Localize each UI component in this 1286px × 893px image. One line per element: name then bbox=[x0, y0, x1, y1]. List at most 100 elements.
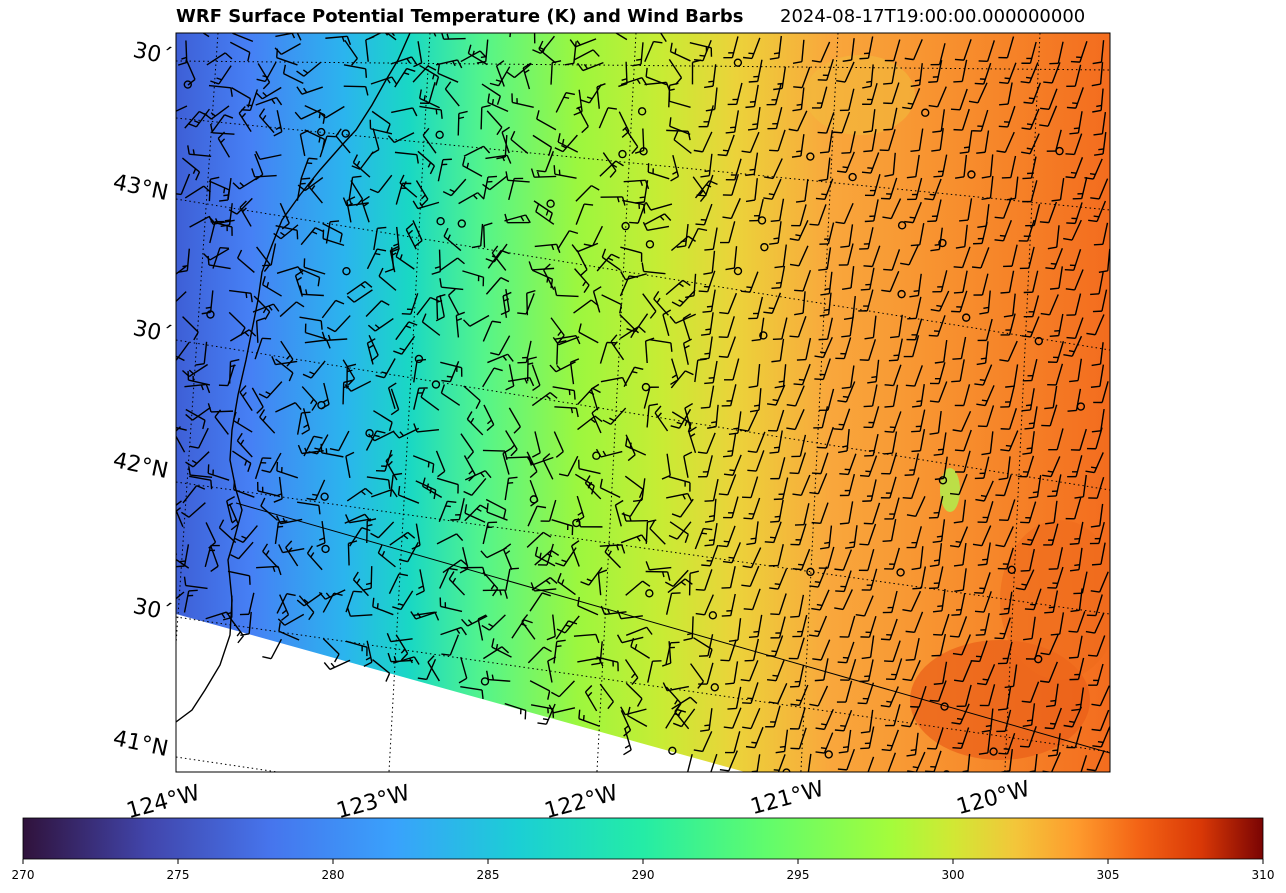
wind-barb bbox=[344, 380, 372, 392]
wind-barb bbox=[505, 171, 530, 183]
wind-barb bbox=[443, 227, 462, 252]
wind-barb bbox=[208, 176, 220, 202]
wind-barb bbox=[189, 427, 209, 449]
wind-barb bbox=[722, 198, 741, 220]
wind-barb bbox=[811, 502, 829, 525]
wind-barb bbox=[1022, 703, 1036, 727]
wind-barb bbox=[533, 200, 553, 222]
wind-barb bbox=[644, 337, 655, 364]
wind-barb bbox=[1045, 500, 1058, 525]
wind-barb bbox=[906, 732, 919, 757]
wind-barb bbox=[387, 382, 397, 410]
calm-wind-marker bbox=[637, 107, 647, 116]
wind-barb bbox=[573, 49, 600, 61]
wind-barb bbox=[366, 518, 377, 543]
wind-barb bbox=[597, 569, 608, 596]
wind-barb bbox=[698, 662, 714, 685]
wind-barb bbox=[255, 150, 282, 161]
wind-barb bbox=[1022, 431, 1035, 455]
wind-barb bbox=[767, 659, 785, 682]
wind-barb bbox=[929, 410, 942, 435]
wind-barb bbox=[1088, 200, 1107, 223]
wind-barb bbox=[809, 204, 827, 226]
wind-barb bbox=[528, 261, 555, 271]
wind-barb bbox=[774, 364, 787, 389]
wind-barb bbox=[649, 520, 666, 545]
wind-barb bbox=[1001, 155, 1017, 179]
wind-barb bbox=[610, 334, 625, 361]
wind-barb bbox=[932, 109, 946, 133]
wind-barb bbox=[573, 633, 600, 644]
wind-barb bbox=[366, 338, 376, 365]
wind-barb bbox=[276, 593, 296, 614]
wind-barb bbox=[790, 684, 809, 707]
wind-barb bbox=[812, 639, 831, 661]
wind-barb bbox=[833, 408, 851, 431]
wind-barb bbox=[599, 683, 614, 710]
wind-barb bbox=[793, 66, 811, 89]
wind-barb bbox=[462, 156, 483, 177]
wind-barb bbox=[228, 358, 240, 384]
wind-barb bbox=[1051, 177, 1065, 202]
wind-barb bbox=[176, 591, 185, 600]
wind-barb bbox=[911, 409, 926, 433]
calm-wind-marker bbox=[320, 492, 329, 501]
wind-barb bbox=[274, 43, 301, 55]
wind-barb bbox=[773, 477, 789, 501]
wind-barb bbox=[671, 696, 698, 710]
wind-barb bbox=[671, 289, 696, 307]
wind-barb bbox=[659, 33, 667, 43]
wind-barb bbox=[742, 682, 759, 704]
wind-barb bbox=[1093, 111, 1107, 136]
wind-barb bbox=[181, 157, 201, 181]
wind-barb bbox=[818, 247, 832, 271]
wind-barb bbox=[555, 620, 578, 640]
wind-barb bbox=[884, 547, 900, 570]
wind-barb bbox=[345, 640, 368, 657]
wind-barb bbox=[304, 323, 327, 340]
calm-wind-marker bbox=[759, 331, 768, 340]
wind-barb bbox=[1046, 129, 1062, 152]
wind-barb bbox=[391, 107, 418, 117]
wind-barb bbox=[483, 175, 498, 199]
wind-barb bbox=[502, 291, 512, 318]
wind-barb bbox=[463, 477, 487, 496]
wind-barb bbox=[999, 62, 1017, 85]
wind-barb bbox=[1063, 335, 1083, 357]
wind-barb bbox=[508, 177, 524, 201]
wind-barb bbox=[176, 291, 187, 303]
wind-barb bbox=[176, 173, 191, 196]
wind-barb bbox=[1091, 342, 1104, 367]
wind-barb bbox=[953, 108, 970, 131]
wind-barb bbox=[654, 405, 669, 432]
wind-barb bbox=[178, 248, 191, 273]
wind-barb bbox=[809, 473, 828, 495]
calm-wind-marker bbox=[943, 770, 950, 772]
wind-barb bbox=[834, 549, 853, 571]
wind-barb bbox=[412, 455, 435, 473]
calm-wind-marker bbox=[457, 219, 466, 228]
wind-barb bbox=[210, 114, 234, 133]
wind-barb bbox=[557, 230, 579, 250]
wind-barb bbox=[467, 44, 488, 66]
wind-barb bbox=[683, 451, 693, 478]
wind-barb bbox=[745, 152, 759, 177]
wind-barb bbox=[808, 615, 828, 638]
wind-barb bbox=[725, 246, 738, 271]
wind-barb bbox=[395, 247, 415, 270]
wind-barb bbox=[742, 476, 759, 499]
map-title: WRF Surface Potential Temperature (K) an… bbox=[176, 6, 744, 27]
wind-barb bbox=[833, 111, 851, 134]
wind-barb bbox=[397, 485, 420, 504]
wind-barb bbox=[647, 660, 662, 683]
wind-barb bbox=[321, 331, 348, 342]
wind-barb bbox=[427, 655, 440, 682]
wind-barb bbox=[460, 433, 475, 460]
wind-barb bbox=[839, 615, 856, 638]
wind-barb bbox=[413, 358, 427, 383]
wind-barb bbox=[1040, 294, 1059, 316]
wind-barb bbox=[1090, 272, 1104, 296]
wind-barb bbox=[725, 110, 740, 134]
wind-barb bbox=[772, 317, 788, 340]
wind-barb bbox=[975, 480, 994, 502]
